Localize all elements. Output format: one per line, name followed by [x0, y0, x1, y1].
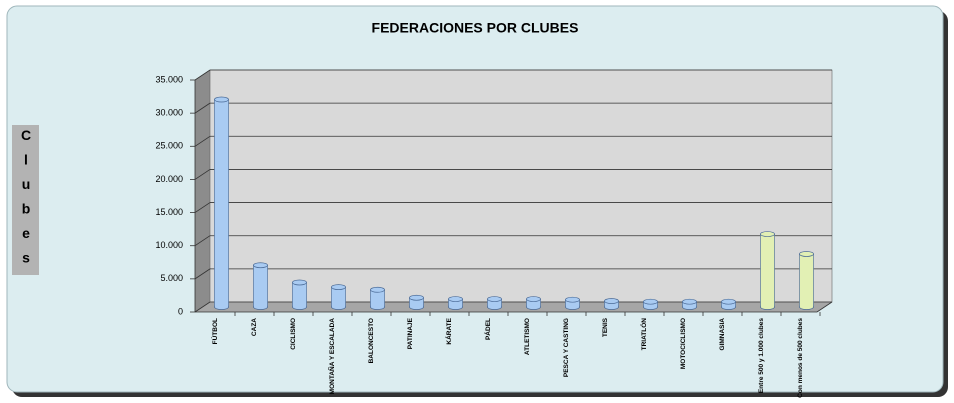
x-tick-label: TENIS: [602, 317, 609, 337]
bar-top: [760, 231, 775, 237]
grid-line-side: [194, 135, 211, 147]
bar-top: [643, 298, 658, 305]
bar-body-fill: [760, 234, 775, 307]
bar-top: [799, 251, 814, 257]
back-wall: [209, 69, 833, 303]
y-tick-label: 15.000: [155, 207, 183, 217]
grid-line-side: [194, 169, 211, 180]
side-wall: [195, 70, 210, 312]
x-tick-label: CICLISMO: [290, 318, 297, 350]
bar-top: [526, 296, 541, 302]
y-tick-label: 25.000: [155, 141, 183, 151]
bar-body-fill: [487, 299, 502, 307]
bar: [331, 284, 346, 310]
bar-body-fill: [799, 253, 814, 307]
bar: [604, 298, 619, 310]
bar-top: [721, 298, 736, 305]
bar-top: [565, 296, 580, 303]
x-tick-label: ATLETISMO: [524, 318, 531, 355]
bar-top: [409, 294, 424, 301]
bar-body-fill: [292, 282, 307, 307]
bar: [526, 296, 541, 310]
bar-top: [604, 298, 619, 304]
bar: [292, 279, 307, 310]
bar-body-fill: [409, 297, 424, 307]
x-tick-label: FÚTBOL: [210, 318, 219, 344]
grid-line-side: [194, 235, 211, 247]
x-tick-label: GIMNASIA: [719, 318, 726, 351]
y-tick-label: 5.000: [160, 273, 183, 283]
bar-body-fill: [448, 299, 463, 307]
bar: [643, 298, 658, 310]
bar: [682, 298, 697, 310]
grid-line-side: [194, 268, 211, 280]
grid-line-side: [194, 202, 211, 213]
bar: [370, 286, 385, 310]
bar: [409, 294, 424, 310]
bar-top: [448, 296, 463, 302]
bar-body-fill: [253, 265, 268, 307]
x-tick-label: PATINAJE: [407, 317, 414, 349]
bar: [253, 262, 268, 310]
grid-line-side: [194, 69, 211, 81]
y-tick-label: 30.000: [155, 108, 183, 118]
bar: [760, 231, 775, 310]
x-tick-label: PESCA Y CASTING: [563, 318, 570, 377]
y-tick-label: 20.000: [155, 174, 183, 184]
bar-body-fill: [214, 99, 229, 307]
x-tick-label: PÁDEL: [483, 318, 492, 340]
y-label-box: [12, 125, 39, 275]
bar-body-fill: [370, 289, 385, 307]
bar: [448, 296, 463, 310]
x-tick-label: Entre 500 y 1.000 clubes: [758, 318, 765, 394]
bar-top: [214, 96, 229, 103]
bar-top: [253, 262, 268, 269]
x-tick-label: TRIATLÓN: [639, 318, 648, 351]
chart-title: FEDERACIONES POR CLUBES: [372, 20, 579, 36]
x-tick-label: KÁRATE: [444, 317, 453, 344]
y-tick-label: 0: [178, 306, 183, 316]
x-axis-depth: [816, 301, 833, 313]
bar-body-fill: [565, 299, 580, 307]
grid-line-side: [194, 301, 211, 313]
bar-top: [370, 286, 385, 293]
bar: [565, 296, 580, 310]
bar: [799, 251, 814, 310]
x-tick-label: MOTOCICLISMO: [680, 318, 687, 369]
grid-line-side: [194, 102, 211, 114]
bar-top: [487, 296, 502, 302]
bar-top: [292, 279, 307, 286]
x-tick-label: Con menos de 500 clubes: [797, 318, 804, 398]
x-tick-label: CAZA: [251, 318, 258, 336]
bar: [487, 296, 502, 310]
bar-body-fill: [526, 299, 541, 307]
x-tick-label: BALONCESTO: [368, 318, 375, 363]
bar: [721, 298, 736, 310]
bar-top: [682, 298, 697, 305]
y-tick-label: 10.000: [155, 240, 183, 250]
x-tick-label: MONTAÑA Y ESCALADA: [327, 318, 336, 395]
bar-top: [331, 284, 346, 290]
bar: [214, 96, 229, 310]
bar-body-fill: [331, 287, 346, 307]
y-tick-label: 35.000: [155, 74, 183, 84]
floor: [195, 302, 832, 312]
bar-body-fill: [604, 301, 619, 307]
